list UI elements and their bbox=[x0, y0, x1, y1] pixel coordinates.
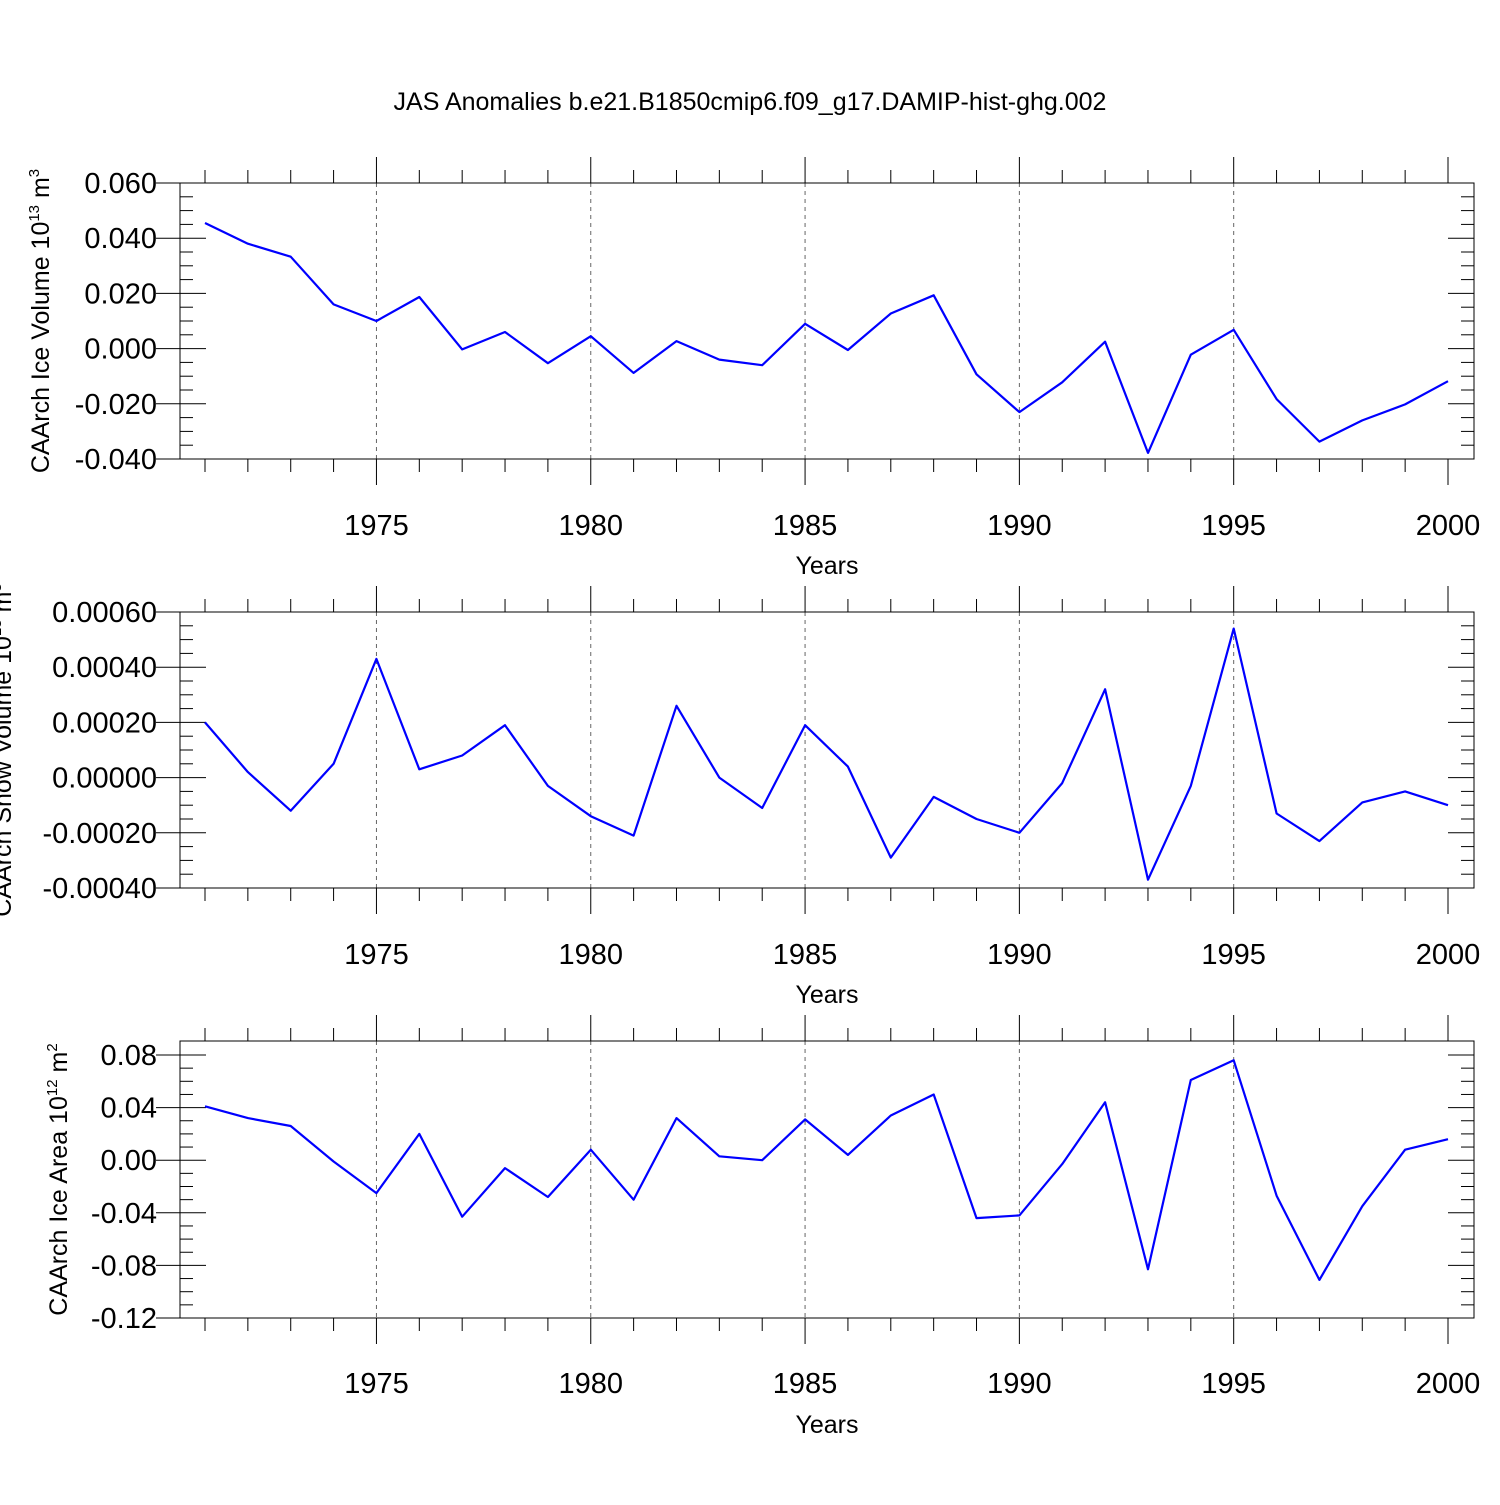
y-tick-label: -0.00040 bbox=[43, 873, 158, 905]
y-tick-label: 0.00000 bbox=[52, 763, 157, 795]
x-tick-label: 1980 bbox=[559, 939, 624, 971]
y-axis-label-superscript: 13 bbox=[26, 205, 43, 222]
y-tick-label: -0.040 bbox=[75, 444, 157, 476]
y-tick-label: 0.000 bbox=[84, 334, 157, 366]
x-tick-label: 1990 bbox=[987, 939, 1052, 971]
y-axis-label-part: m bbox=[27, 177, 55, 205]
y-axis-label-part: CAArch Snow Volume 10 bbox=[0, 636, 17, 917]
x-tick-label: 2000 bbox=[1416, 1368, 1481, 1400]
x-axis-label: Years bbox=[795, 981, 858, 1009]
x-tick-label: 1985 bbox=[773, 1368, 838, 1400]
y-tick-label: 0.020 bbox=[84, 278, 157, 310]
x-tick-label: 1990 bbox=[987, 1368, 1052, 1400]
y-tick-label: 0.00060 bbox=[52, 597, 157, 629]
panel-1: 0.060 0.040 0.020 0.000 -0.020 -0.040 1975 1980… bbox=[26, 157, 1481, 580]
x-tick-label: 1990 bbox=[987, 510, 1052, 542]
x-tick-label: 1975 bbox=[344, 939, 409, 971]
x-axis-label: Years bbox=[795, 1411, 858, 1439]
y-tick-label: -0.00020 bbox=[43, 818, 158, 850]
y-axis-label: CAArch Ice Area 1012 m2 bbox=[44, 1043, 73, 1315]
x-tick-label: 1985 bbox=[773, 510, 838, 542]
y-tick-label: 0.060 bbox=[84, 168, 157, 200]
y-tick-label: -0.08 bbox=[91, 1250, 157, 1282]
x-tick-label: 1980 bbox=[559, 510, 624, 542]
y-tick-label: 0.00040 bbox=[52, 652, 157, 684]
y-axis-label-superscript: 3 bbox=[26, 169, 43, 177]
series-line bbox=[204, 1059, 1449, 1282]
y-axis-label-superscript: 2 bbox=[44, 1043, 61, 1051]
y-axis-label: CAArch Snow Volume 1013 m3 bbox=[0, 583, 17, 917]
y-axis-label-superscript: 12 bbox=[44, 1079, 61, 1096]
chart-title: JAS Anomalies b.e21.B1850cmip6.f09_g17.D… bbox=[394, 88, 1107, 116]
y-axis-label-part: CAArch Ice Area 10 bbox=[45, 1096, 73, 1316]
y-axis-label-part: m bbox=[45, 1052, 73, 1080]
y-tick-label: -0.020 bbox=[75, 389, 157, 421]
x-tick-label: 2000 bbox=[1416, 510, 1481, 542]
panel-3: 0.08 0.04 0.00 -0.04 -0.08 -0.12 1975 1980 1985 1… bbox=[44, 1015, 1481, 1439]
y-tick-label: -0.04 bbox=[91, 1198, 157, 1230]
plot-frame bbox=[179, 1040, 1475, 1319]
panel-2: 0.00060 0.00040 0.00020 0.00000 -0.00020 -0.0… bbox=[0, 583, 1480, 1009]
x-tick-label: 1975 bbox=[344, 1368, 409, 1400]
x-tick-label: 1975 bbox=[344, 510, 409, 542]
y-tick-label: 0.00020 bbox=[52, 707, 157, 739]
y-tick-label: 0.040 bbox=[84, 223, 157, 255]
x-tick-label: 1995 bbox=[1201, 1368, 1266, 1400]
series-line bbox=[204, 627, 1449, 881]
x-tick-label: 1995 bbox=[1201, 939, 1266, 971]
y-tick-label: 0.00 bbox=[101, 1145, 157, 1177]
y-axis-label: CAArch Ice Volume 1013 m3 bbox=[26, 169, 55, 473]
x-tick-label: 1980 bbox=[559, 1368, 624, 1400]
y-axis-label-superscript: 13 bbox=[0, 619, 5, 636]
plot-frame bbox=[179, 611, 1475, 889]
y-axis-label-part: m bbox=[0, 592, 17, 620]
series-line bbox=[204, 222, 1449, 454]
y-axis-label-part: CAArch Ice Volume 10 bbox=[27, 222, 55, 474]
y-tick-label: -0.12 bbox=[91, 1303, 157, 1335]
x-tick-label: 1995 bbox=[1201, 510, 1266, 542]
y-axis-label-superscript: 3 bbox=[0, 583, 5, 591]
x-tick-label: 2000 bbox=[1416, 939, 1481, 971]
x-tick-label: 1985 bbox=[773, 939, 838, 971]
y-tick-label: 0.08 bbox=[101, 1040, 157, 1072]
y-tick-label: 0.04 bbox=[101, 1093, 157, 1125]
x-axis-label: Years bbox=[795, 552, 858, 580]
